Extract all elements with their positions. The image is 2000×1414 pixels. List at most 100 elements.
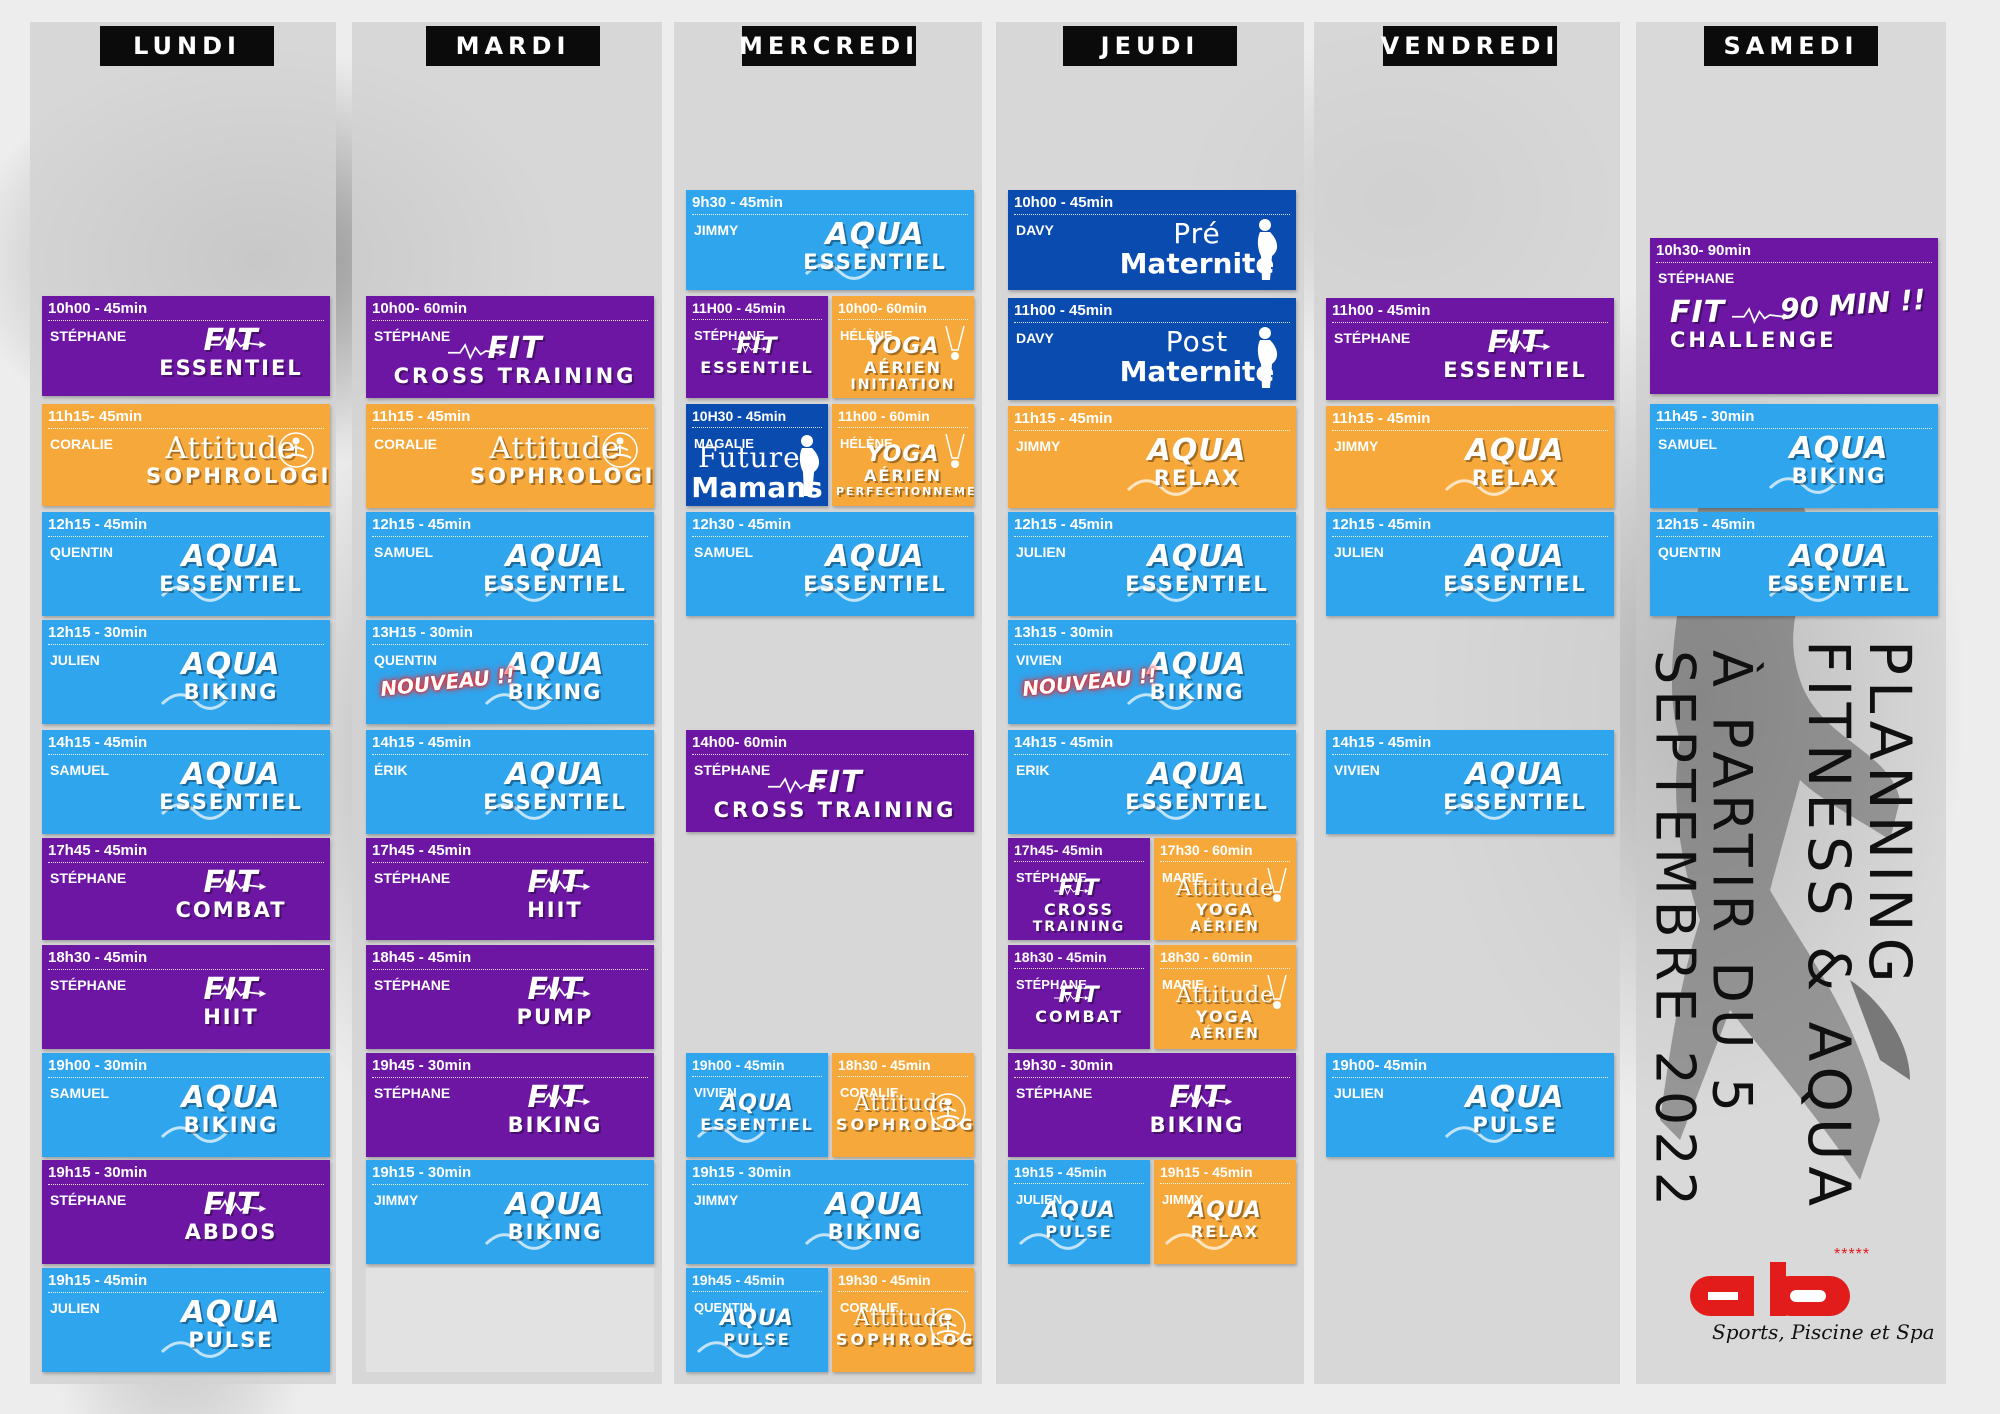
class-name-line2: ESSENTIEL — [700, 1115, 814, 1134]
class-time: 18h45 - 45min — [372, 949, 648, 970]
class-time: 10h00- 60min — [838, 300, 968, 320]
class-time: 12h15 - 45min — [1332, 516, 1608, 537]
class-name-line2: YOGA — [1195, 900, 1255, 919]
class-name: YOGA AÉRIEN INITIATION — [836, 336, 970, 393]
class-name: AQUA PULSE — [1430, 1083, 1600, 1136]
class-coach: DAVY — [1016, 222, 1054, 238]
wave-icon — [160, 800, 230, 827]
title-line-4: SEPTEMBRE 2022 — [1643, 650, 1707, 1212]
class-time: 12h15 - 45min — [1656, 516, 1932, 537]
class-name: FIT COMBAT — [146, 868, 316, 921]
class-coach: SAMUEL — [50, 1085, 110, 1101]
heartbeat-icon — [732, 338, 768, 358]
class-name-line1: AQUA — [181, 647, 281, 682]
class-name-line2: CROSS — [1044, 900, 1114, 919]
class-card: 12h15 - 45min SAMUEL AQUA ESSENTIEL — [366, 512, 654, 616]
wave-icon — [1444, 1123, 1514, 1150]
class-name: YOGAAÉRIENPERFECTIONNEMENT — [836, 444, 974, 498]
logo-subtitle: Sports, Piscine et Spa — [1712, 1320, 1935, 1344]
class-card: 13H15 - 30min QUENTIN AQUA BIKING NOUVEAU !! — [366, 620, 654, 724]
heartbeat-icon — [208, 874, 268, 895]
aerial-yoga-icon — [942, 433, 968, 479]
class-time: 11H00 - 45min — [692, 300, 822, 320]
title-line-2: FITNESS & AQUA — [1794, 640, 1863, 1213]
heartbeat-icon — [1492, 334, 1552, 355]
class-time: 19h00- 45min — [1332, 1057, 1608, 1078]
mother-baby-icon — [1252, 326, 1280, 395]
class-name-line1: AQUA — [1465, 757, 1565, 792]
class-time: 19h00 - 45min — [692, 1057, 822, 1077]
class-time: 17h45 - 45min — [372, 842, 648, 863]
class-name: AQUA ESSENTIEL — [470, 760, 640, 813]
class-coach: SAMUEL — [50, 762, 110, 778]
class-name-line2: COMBAT — [175, 898, 287, 922]
class-coach: STÉPHANE — [50, 870, 127, 886]
wave-icon — [160, 690, 230, 717]
heartbeat-icon — [532, 981, 592, 1002]
class-time: 18h30 - 60min — [1160, 949, 1290, 969]
day-header-samedi: SAMEDI — [1704, 26, 1878, 66]
class-coach: CORALIE — [840, 1300, 899, 1315]
class-name-line1: Attitude — [1175, 876, 1275, 901]
class-name: Attitude YOGA AÉRIEN — [1158, 876, 1292, 935]
wave-icon — [1126, 800, 1196, 827]
class-name: Attitude YOGA AÉRIEN — [1158, 985, 1292, 1042]
class-name-line1: AQUA — [720, 1091, 794, 1116]
class-name: FIT BIKING — [1112, 1083, 1282, 1136]
class-name: FIT CROSS TRAINING — [706, 768, 964, 821]
class-coach: SAMUEL — [1658, 436, 1718, 452]
class-name-line2: BIKING — [507, 1113, 603, 1137]
class-card: 14h00- 60min STÉPHANE FIT CROSS TRAINING — [686, 730, 974, 832]
class-name: AQUA PULSE — [1012, 1200, 1146, 1240]
class-coach: VIVIEN — [1334, 762, 1380, 778]
class-time: 11h15 - 45min — [1332, 410, 1608, 431]
class-coach: QUENTIN — [1658, 544, 1721, 560]
class-name: AQUA ESSENTIEL — [1754, 542, 1924, 595]
class-time: 19h45 - 30min — [372, 1057, 648, 1078]
class-name-line2: PULSE — [1472, 1113, 1558, 1137]
class-name-line2: ESSENTIEL — [1125, 572, 1269, 596]
class-card: 19h15 - 45min JULIEN AQUA PULSE — [1008, 1160, 1150, 1264]
class-name-line1: AQUA — [825, 217, 925, 252]
class-name: AQUA BIKING — [790, 1190, 960, 1243]
class-coach: STÉPHANE — [50, 1192, 127, 1208]
meditation-icon — [928, 1091, 968, 1136]
class-card: 14h15 - 45min VIVIEN AQUA ESSENTIEL — [1326, 730, 1614, 834]
class-card: 18h45 - 45min STÉPHANE FIT PUMP — [366, 945, 654, 1049]
wave-icon — [1126, 476, 1196, 503]
class-coach: JULIEN — [1016, 544, 1066, 560]
class-card: 11h15- 45min CORALIE Attitude SOPHROLOGIE — [42, 404, 330, 506]
wave-icon — [1126, 582, 1196, 609]
class-name-line1: AQUA — [505, 757, 605, 792]
class-name: AQUA BIKING — [146, 650, 316, 703]
class-card: 11h00 - 45min STÉPHANE FIT ESSENTIEL — [1326, 298, 1614, 400]
class-time: 14h15 - 45min — [372, 734, 648, 755]
class-time: 12h30 - 45min — [692, 516, 968, 537]
class-card: 18h30 - 60min MARIE Attitude YOGA AÉRIEN — [1154, 945, 1296, 1049]
class-name: AQUA RELAX — [1112, 436, 1282, 489]
class-name-line2: ESSENTIEL — [700, 358, 814, 377]
class-name: AQUA ESSENTIEL — [790, 220, 960, 273]
class-coach: HÉLÈNE — [840, 328, 893, 343]
class-name-line2: COMBAT — [1035, 1007, 1123, 1026]
class-name: FIT ESSENTIEL — [690, 336, 824, 376]
class-coach: MARIE — [1162, 977, 1204, 992]
class-time: 11h00 - 60min — [838, 408, 968, 428]
class-name-line2: PULSE — [723, 1330, 791, 1349]
class-name-line3: PERFECTIONNEMENT — [836, 485, 974, 498]
day-header-vendredi: VENDREDI — [1381, 26, 1557, 66]
class-name-line1: AQUA — [1465, 433, 1565, 468]
class-time: 19h15 - 45min — [1160, 1164, 1290, 1184]
class-name-line1: AQUA — [1147, 757, 1247, 792]
day-header-jeudi: JEUDI — [1063, 26, 1237, 66]
class-name-line1: Attitude — [853, 1306, 953, 1331]
class-name: AQUA BIKING — [1112, 650, 1282, 703]
meditation-icon — [928, 1306, 968, 1351]
class-card: 19h15 - 30min STÉPHANE FIT ABDOS — [42, 1160, 330, 1264]
wave-icon — [1444, 800, 1514, 827]
class-name-line1: Futures — [697, 441, 817, 474]
class-name-line1: AQUA — [1147, 539, 1247, 574]
class-time: 19h15 - 30min — [48, 1164, 324, 1185]
